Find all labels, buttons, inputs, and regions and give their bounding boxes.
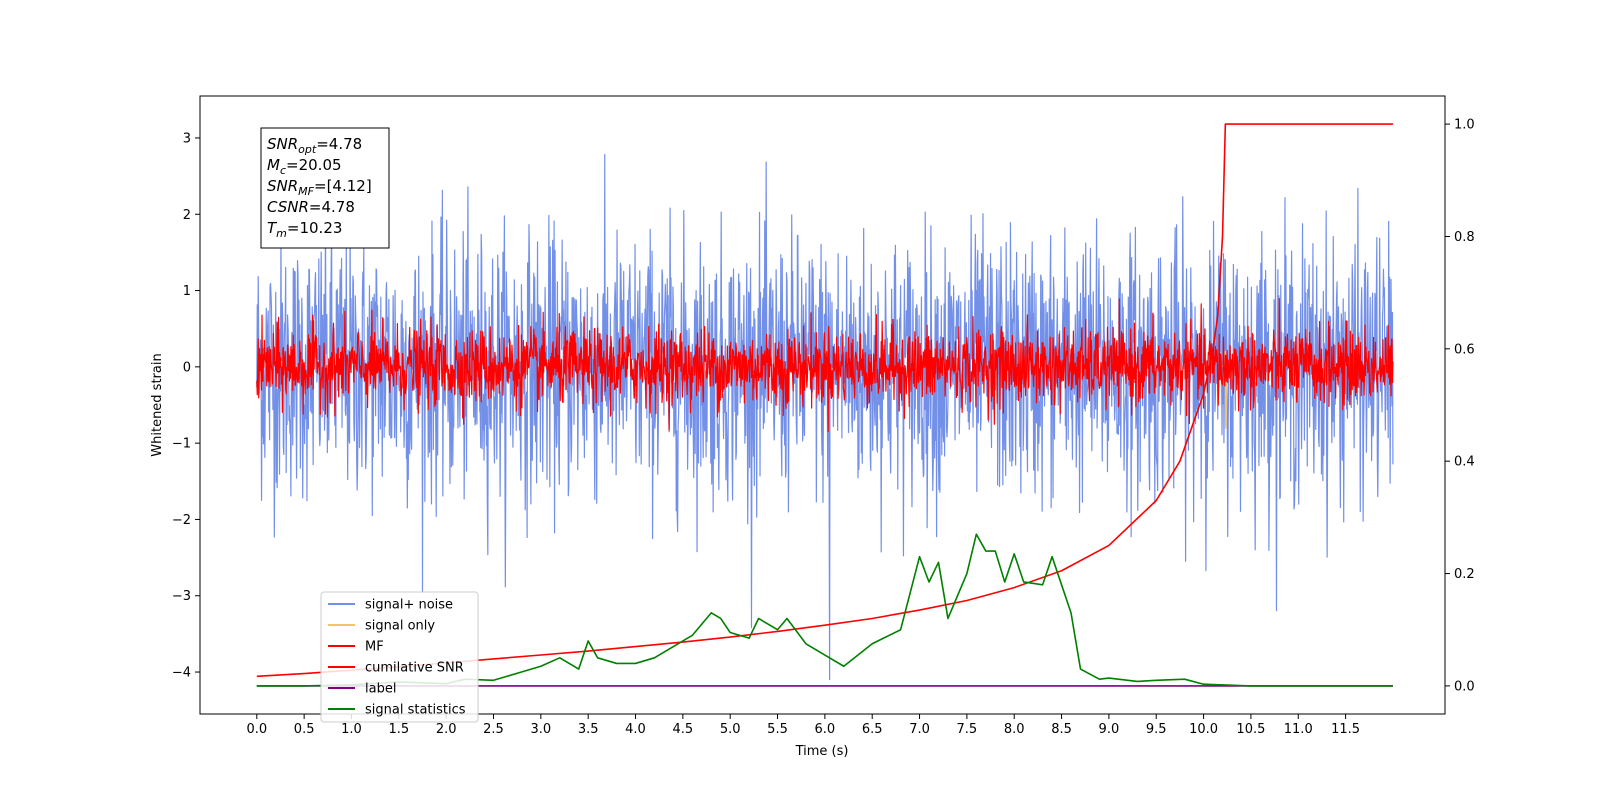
x-tick-label: 1.5 [388, 722, 409, 737]
stats-line: CSNR=4.78 [267, 198, 355, 216]
legend-frame [320, 591, 479, 723]
y-tick-label-left: −4 [172, 666, 191, 681]
y-tick-label-right: 0.6 [1454, 342, 1475, 357]
axes-frame [199, 95, 1446, 715]
y-axis-label: Whitened strain [150, 353, 165, 456]
x-tick-label: 8.5 [1051, 722, 1072, 737]
series-line-5 [256, 533, 1393, 687]
y-tick-label-right: 1.0 [1454, 118, 1475, 133]
x-tick-label: 4.0 [625, 722, 646, 737]
legend-entry: cumilative SNR [365, 661, 464, 676]
x-tick-label: 4.5 [673, 722, 694, 737]
stats-line: SNRopt=4.78 [267, 135, 362, 156]
y-tick-label-left: 3 [183, 131, 191, 146]
plot-area [256, 123, 1394, 687]
x-tick-label: 3.0 [530, 722, 551, 737]
legend-entry: label [365, 682, 396, 697]
stats-box-frame [260, 127, 390, 249]
x-tick-label: 10.5 [1236, 722, 1265, 737]
x-axis-label: Time (s) [795, 744, 849, 759]
x-tick-label: 2.5 [483, 722, 504, 737]
x-tick-label: 7.5 [957, 722, 978, 737]
y-tick-label-left: −3 [172, 589, 191, 604]
x-tick-label: 10.0 [1189, 722, 1218, 737]
x-tick-label: 11.5 [1331, 722, 1360, 737]
x-tick-label: 6.0 [815, 722, 836, 737]
x-tick-label: 7.0 [909, 722, 930, 737]
y-tick-label-left: 1 [183, 284, 191, 299]
y-tick-label-right: 0.0 [1454, 679, 1475, 694]
stats-line: Mc=20.05 [267, 156, 342, 177]
legend-entry: signal+ noise [365, 598, 453, 613]
series-line-3 [256, 123, 1393, 678]
legend-entry: MF [365, 640, 384, 655]
x-tick-label: 5.5 [767, 722, 788, 737]
x-tick-label: 11.0 [1284, 722, 1313, 737]
stats-line: Tm=10.23 [267, 219, 342, 240]
legend-entry: signal statistics [365, 703, 466, 718]
x-tick-label: 0.5 [294, 722, 315, 737]
stats-box: SNRopt=4.78Mc=20.05SNRMF=[4.12]CSNR=4.78… [260, 127, 390, 249]
x-tick-label: 2.0 [436, 722, 457, 737]
y-tick-label-right: 0.4 [1454, 455, 1475, 470]
stats-line: SNRMF=[4.12] [267, 177, 372, 198]
y-tick-label-left: 2 [183, 208, 191, 223]
legend-entry: signal only [365, 619, 435, 634]
y-tick-label-right: 0.2 [1454, 567, 1475, 582]
x-tick-label: 9.5 [1146, 722, 1167, 737]
y-tick-label-left: −2 [172, 513, 191, 528]
legend: signal+ noise signal only MF cumilative SNR… [320, 591, 479, 723]
x-tick-label: 1.0 [341, 722, 362, 737]
x-tick-label: 0.0 [246, 722, 267, 737]
x-tick-label: 5.0 [720, 722, 741, 737]
x-tick-label: 8.0 [1004, 722, 1025, 737]
y-tick-label-left: −1 [172, 437, 191, 452]
x-tick-label: 9.0 [1099, 722, 1120, 737]
y-axis-right: 1.0 0.8 0.6 0.4 0.2 0.0 [1445, 118, 1475, 694]
x-tick-label: 6.5 [862, 722, 883, 737]
y-tick-label-right: 0.8 [1454, 230, 1475, 245]
x-axis: 0.0 0.5 1.0 1.5 2.0 2.5 3.0 3.5 4.0 4.5 5.0 5.5 6.0 6… [246, 714, 1360, 737]
x-tick-label: 3.5 [578, 722, 599, 737]
y-tick-label-left: 0 [183, 360, 191, 375]
y-axis-left: 3 2 1 0 −1 −2 −3 −4 [172, 131, 200, 681]
series-line-2 [256, 297, 1394, 432]
